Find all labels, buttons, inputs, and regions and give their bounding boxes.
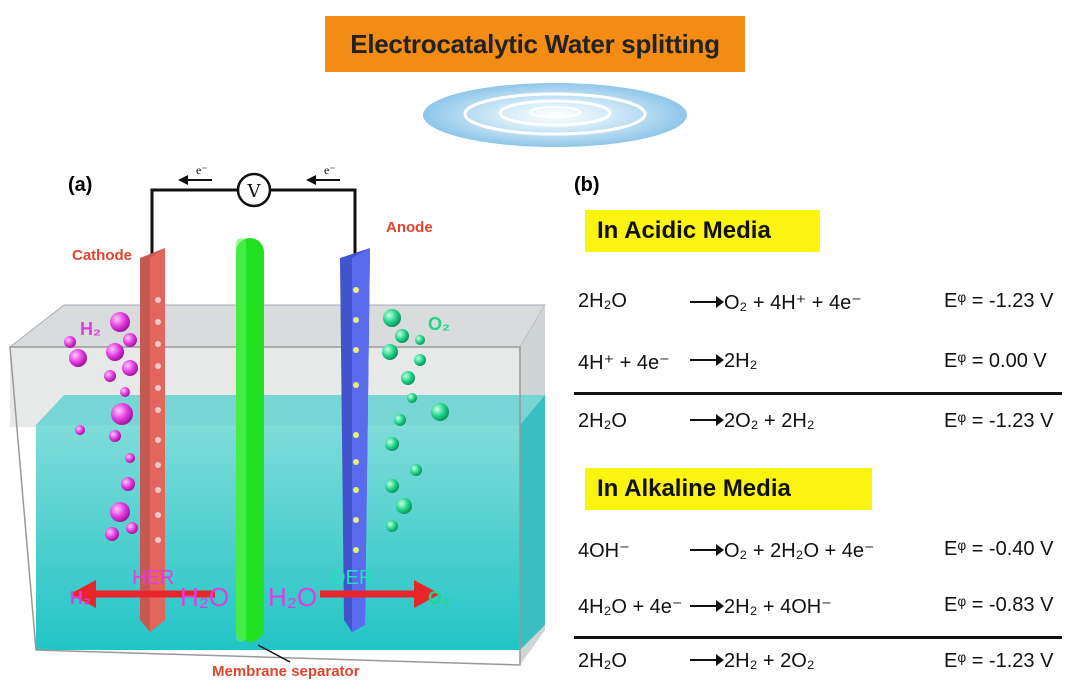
o2-top-label: O₂	[428, 314, 450, 334]
h2-bottom-label: H₂	[70, 588, 91, 608]
electron-arrow-right-icon	[306, 175, 316, 185]
h2o-left-label: H₂O	[180, 582, 229, 612]
reaction-arrow-icon	[690, 544, 724, 557]
water-ripple-icon	[423, 83, 687, 147]
wire-right	[270, 188, 357, 255]
h2-top-label: H₂	[80, 319, 101, 339]
reaction-rhs: O₂ + 4H⁺ + 4e⁻	[724, 292, 862, 314]
reaction-lhs: 2H₂O	[578, 290, 627, 312]
h2o-right-label: H₂O	[268, 582, 317, 612]
electron-arrow-left-icon	[178, 175, 188, 185]
reaction-potential: Eᵠ = -1.23 V	[944, 410, 1054, 432]
electrolysis-cell-diagram: V e⁻ e⁻	[8, 163, 546, 680]
electron-label-right: e⁻	[324, 163, 336, 177]
reaction-potential: Eᵠ = -1.23 V	[944, 650, 1054, 672]
water-side	[520, 395, 545, 650]
alkaline-reaction-overall: 2H₂O 2H₂ + 2O₂ Eᵠ = -1.23 V	[578, 646, 1058, 680]
reaction-rhs: 2H₂ + 4OH⁻	[724, 596, 832, 618]
cathode-label: Cathode	[72, 247, 132, 264]
o2-bottom-label: O₂	[428, 588, 450, 608]
reaction-arrow-icon	[690, 600, 724, 613]
reaction-potential: Eᵠ = 0.00 V	[944, 350, 1047, 372]
membrane-label: Membrane separator	[212, 663, 360, 680]
reaction-rhs: 2H₂	[724, 350, 758, 372]
reaction-potential: Eᵠ = -1.23 V	[944, 290, 1054, 312]
page-title: Electrocatalytic Water splitting	[350, 28, 720, 59]
oer-label: OER	[330, 567, 373, 589]
o2-output-arrow-icon	[414, 580, 440, 608]
reaction-lhs: 2H₂O	[578, 650, 627, 672]
reaction-lhs: 4H⁺ + 4e⁻	[578, 352, 670, 374]
voltmeter-label: V	[247, 181, 262, 202]
reaction-lhs: 2H₂O	[578, 410, 627, 432]
acidic-media-heading: In Acidic Media	[585, 210, 820, 252]
reaction-arrow-icon	[690, 354, 724, 367]
alkaline-reaction-1: 4OH⁻ O₂ + 2H₂O + 4e⁻ Eᵠ = -0.40 V	[578, 534, 1058, 568]
panel-b-label: (b)	[574, 174, 600, 196]
h2-output-arrow-icon	[70, 580, 96, 608]
electron-label-left: e⁻	[196, 163, 208, 177]
acidic-reaction-overall: 2H₂O 2O₂ + 2H₂ Eᵠ = -1.23 V	[578, 406, 1058, 440]
acidic-reaction-2: 4H⁺ + 4e⁻ 2H₂ Eᵠ = 0.00 V	[578, 346, 1058, 380]
reaction-arrow-icon	[690, 414, 724, 427]
reaction-potential: Eᵠ = -0.40 V	[944, 538, 1054, 560]
title-banner: Electrocatalytic Water splitting	[325, 16, 745, 72]
acidic-reaction-1: 2H₂O O₂ + 4H⁺ + 4e⁻ Eᵠ = -1.23 V	[578, 286, 1058, 320]
her-label: HER	[132, 567, 174, 589]
alkaline-reaction-2: 4H₂O + 4e⁻ 2H₂ + 4OH⁻ Eᵠ = -0.83 V	[578, 590, 1058, 624]
reaction-lhs: 4OH⁻	[578, 540, 630, 562]
oxygen-bubbles	[382, 309, 449, 532]
reaction-arrow-icon	[690, 296, 724, 309]
alkaline-media-heading: In Alkaline Media	[585, 468, 872, 510]
panel-a-label: (a)	[68, 174, 93, 196]
wire-left	[150, 188, 238, 255]
reaction-lhs: 4H₂O + 4e⁻	[578, 596, 683, 618]
hydrogen-bubbles	[64, 312, 138, 541]
acidic-media-title: In Acidic Media	[597, 217, 771, 244]
reaction-potential: Eᵠ = -0.83 V	[944, 594, 1054, 616]
sum-line-acidic	[574, 392, 1062, 395]
sum-line-alkaline	[574, 636, 1062, 639]
alkaline-media-title: In Alkaline Media	[597, 475, 791, 502]
reaction-rhs: O₂ + 2H₂O + 4e⁻	[724, 540, 875, 562]
reaction-rhs: 2H₂ + 2O₂	[724, 650, 815, 672]
voltmeter-icon	[236, 172, 272, 208]
reaction-rhs: 2O₂ + 2H₂	[724, 410, 815, 432]
anode-label: Anode	[386, 219, 433, 236]
reaction-arrow-icon	[690, 654, 724, 667]
